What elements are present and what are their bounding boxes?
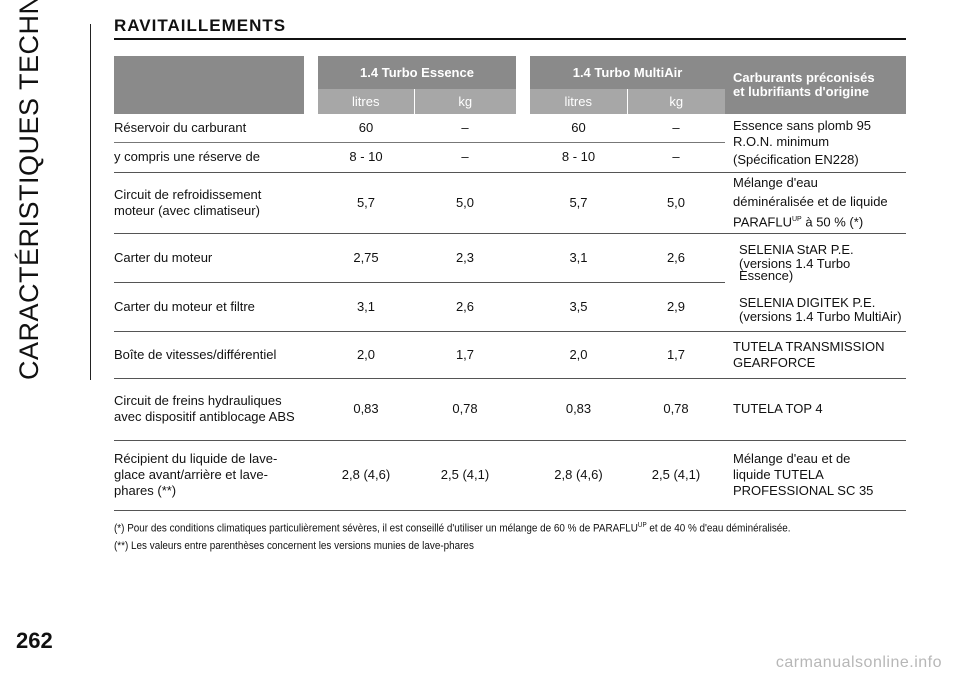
value-cell: 5,0 — [414, 172, 516, 234]
washer-fluid-line2: liquide TUTELA — [733, 467, 824, 482]
header-blank-cell — [114, 56, 304, 114]
washer-fluid-line3: PROFESSIONAL SC 35 — [733, 483, 874, 498]
row-label: Récipient du liquide de lave-glace avant… — [114, 440, 304, 511]
value-cell: 2,3 — [414, 233, 516, 283]
value-cell: 3,1 — [530, 233, 627, 283]
coolant-spec-line1: Mélange d'eau — [733, 174, 818, 190]
value-cell: 60 — [318, 114, 414, 143]
value-cell: 5,7 — [318, 172, 414, 234]
value-cell: 60 — [530, 114, 627, 143]
coolant-brand: PARAFLU — [733, 214, 792, 230]
header-unit-litres: litres — [530, 89, 628, 114]
footnote-1-sup: UP — [637, 522, 647, 529]
gearbox-oil-spec: TUTELA TRANSMISSION GEARFORCE — [725, 331, 906, 379]
value-cell: 2,0 — [318, 331, 414, 379]
fuel-spec-line2: R.O.N. minimum — [733, 133, 830, 149]
page-title: RAVITAILLEMENTS — [114, 16, 287, 35]
footnote-1-tail: et de 40 % d'eau déminéralisée. — [646, 522, 791, 535]
washer-fluid-spec: Mélange d'eau et de liquide TUTELA PROFE… — [725, 440, 906, 511]
row-label: Carter du moteur — [114, 233, 304, 283]
value-cell: 2,5 (4,1) — [627, 440, 725, 511]
value-cell: 3,1 — [318, 282, 414, 332]
fuel-spec-line3: (Spécification EN228) — [733, 151, 859, 167]
engine-oil-spec: SELENIA StAR P.E. (versions 1.4 Turbo Es… — [725, 233, 906, 332]
brake-fluid-spec: TUTELA TOP 4 — [725, 378, 906, 441]
value-cell: 5,7 — [530, 172, 627, 234]
value-cell: 2,9 — [627, 282, 725, 332]
value-cell: 2,6 — [627, 233, 725, 283]
header-recommended-line2: et lubrifiants d'origine — [733, 84, 869, 99]
row-label: Circuit de refroidissement moteur (avec … — [114, 172, 304, 234]
row-label: Boîte de vitesses/différentiel — [114, 331, 304, 379]
value-cell: 0,78 — [627, 378, 725, 441]
footnote-1-text: (*) Pour des conditions climatiques part… — [114, 522, 638, 535]
value-cell: – — [414, 142, 516, 173]
table-row: Carter du moteur et filtre 3,1 2,6 3,5 2… — [114, 282, 906, 332]
page-number: 262 — [16, 628, 53, 653]
fuel-spec-line1: Essence sans plomb 95 — [733, 117, 872, 133]
row-label: Carter du moteur et filtre — [114, 282, 304, 332]
value-cell: 2,0 — [530, 331, 627, 379]
table-row: Circuit de freins hydrauliques avec disp… — [114, 378, 906, 441]
row-label: Réservoir du carburant — [114, 114, 304, 143]
header-recommended-line1: Carburants préconisés — [733, 70, 875, 85]
footnote-2: (**) Les valeurs entre parenthèses conce… — [114, 539, 474, 552]
header-unit-kg: kg — [627, 89, 725, 114]
side-section-title: CARACTÉRISTIQUES TECHNIQUES — [14, 0, 44, 380]
engine-oil-b-line1: SELENIA DIGITEK P.E. — [739, 294, 876, 310]
washer-fluid-line1: Mélange d'eau et de — [733, 451, 851, 466]
refills-table: 1.4 Turbo Essence 1.4 Turbo MultiAir Car… — [114, 56, 906, 511]
coolant-spec: Mélange d'eau déminéralisée et de liquid… — [725, 172, 906, 234]
header-unit-litres: litres — [318, 89, 415, 114]
value-cell: 1,7 — [414, 331, 516, 379]
engine-oil-b-line2: (versions 1.4 Turbo MultiAir) — [739, 308, 902, 324]
side-divider — [90, 24, 91, 380]
value-cell: – — [627, 142, 725, 173]
table-row: y compris une réserve de 8 - 10 – 8 - 10… — [114, 142, 906, 173]
value-cell: 2,8 (4,6) — [318, 440, 414, 511]
table-row: Réservoir du carburant 60 – 60 – Essence… — [114, 114, 906, 173]
value-cell: 2,75 — [318, 233, 414, 283]
fuel-spec: Essence sans plomb 95 R.O.N. minimum (Sp… — [725, 114, 906, 173]
value-cell: 5,0 — [627, 172, 725, 234]
engine-oil-a-line2: (versions 1.4 Turbo Essence) — [739, 255, 851, 283]
engine-oil-a-line1: SELENIA StAR P.E. — [739, 241, 854, 257]
value-cell: 0,83 — [530, 378, 627, 441]
row-label: Circuit de freins hydrauliques avec disp… — [114, 378, 304, 441]
value-cell: 8 - 10 — [318, 142, 414, 173]
value-cell: 2,6 — [414, 282, 516, 332]
value-cell: – — [627, 114, 725, 143]
title-divider — [114, 38, 906, 40]
coolant-brand-sup: UP — [792, 215, 802, 223]
gearbox-oil-line1: TUTELA TRANSMISSION — [733, 338, 885, 354]
value-cell: 3,5 — [530, 282, 627, 332]
value-cell: 2,5 (4,1) — [414, 440, 516, 511]
header-engine-essence: 1.4 Turbo Essence — [318, 56, 516, 89]
coolant-spec-line2: déminéralisée et de liquide — [733, 193, 888, 209]
value-cell: 0,83 — [318, 378, 414, 441]
watermark: carmanualsonline.info — [775, 654, 942, 671]
value-cell: 2,8 (4,6) — [530, 440, 627, 511]
table-row: Boîte de vitesses/différentiel 2,0 1,7 2… — [114, 331, 906, 379]
table-row: Circuit de refroidissement moteur (avec … — [114, 172, 906, 234]
table-row: Récipient du liquide de lave-glace avant… — [114, 440, 906, 511]
value-cell: 8 - 10 — [530, 142, 627, 173]
row-label: y compris une réserve de — [114, 142, 304, 173]
footnote-1: (*) Pour des conditions climatiques part… — [114, 517, 834, 538]
header-recommended-fluids: Carburants préconisés et lubrifiants d'o… — [725, 56, 906, 114]
coolant-spec-line3: PARAFLUUP à 50 % (*) — [733, 212, 906, 230]
footnotes: (*) Pour des conditions climatiques part… — [114, 517, 834, 555]
gearbox-oil-line2: GEARFORCE — [733, 354, 816, 370]
coolant-ratio: à 50 % (*) — [801, 214, 864, 230]
header-unit-kg: kg — [414, 89, 516, 114]
value-cell: – — [414, 114, 516, 143]
header-engine-multiair: 1.4 Turbo MultiAir — [530, 56, 725, 89]
value-cell: 1,7 — [627, 331, 725, 379]
value-cell: 0,78 — [414, 378, 516, 441]
table-row: Carter du moteur 2,75 2,3 3,1 2,6 SELENI… — [114, 233, 906, 332]
